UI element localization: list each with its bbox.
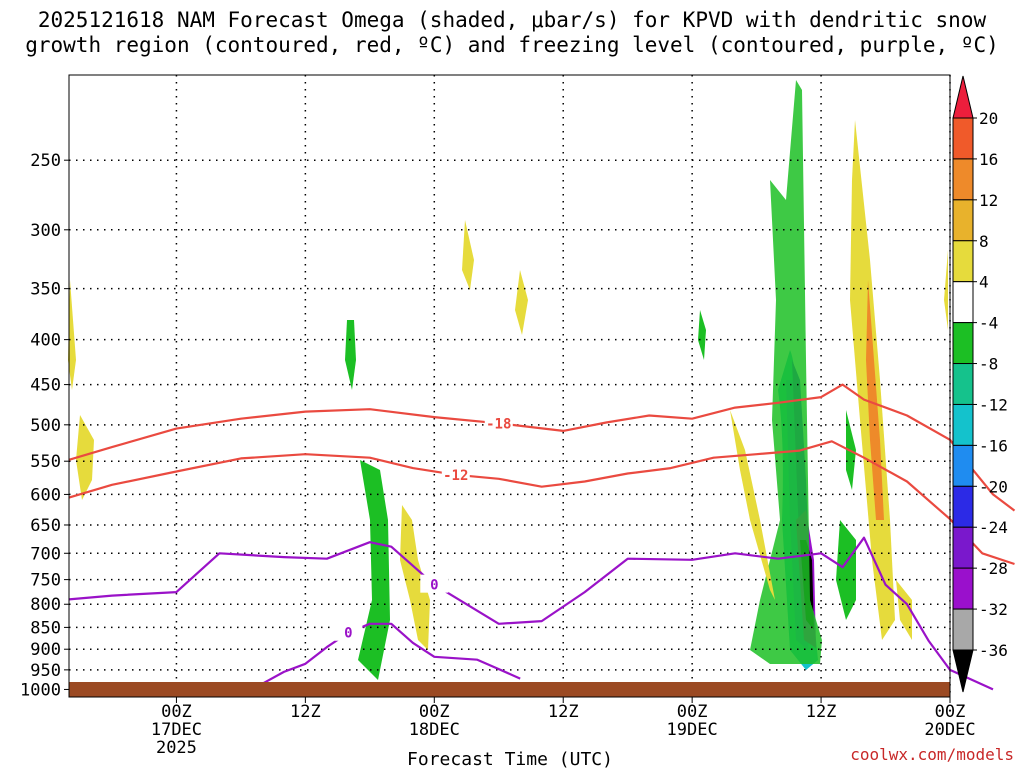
terrain-ground xyxy=(69,682,950,697)
omega-cell-yellow-edge-right xyxy=(944,250,948,330)
y-tick-label-300: 300 xyxy=(30,221,61,241)
colorbar-swatch-6 xyxy=(952,363,974,405)
colorbar-label-8: -16 xyxy=(979,436,1008,455)
y-tick-label-600: 600 xyxy=(30,485,61,505)
colorbar-top-arrow xyxy=(952,75,974,119)
colorbar-label-10: -24 xyxy=(979,518,1008,537)
contour-line-3 xyxy=(261,622,521,685)
omega-cell-yellow-small-2 xyxy=(515,270,528,335)
omega-cell-yellow-small-1 xyxy=(462,220,474,290)
y-tick-label-950: 950 xyxy=(30,661,61,681)
colorbar-swatch-10 xyxy=(952,526,974,569)
y-tick-label-400: 400 xyxy=(30,331,61,351)
colorbar-swatch-1 xyxy=(952,158,974,201)
y-tick-label-350: 350 xyxy=(30,280,61,300)
x-axis-label: Forecast Time (UTC) xyxy=(407,749,613,768)
colorbar-label-9: -20 xyxy=(979,477,1008,496)
x-tick-date-4: 19DEC xyxy=(667,720,718,740)
colorbar-bottom-arrow xyxy=(952,649,974,693)
colorbar-swatch-8 xyxy=(952,444,974,487)
contour-line-0 xyxy=(68,383,1016,512)
x-tick-year-0: 2025 xyxy=(156,738,197,758)
colorbar-swatch-7 xyxy=(952,403,974,446)
colorbar-label-0: 20 xyxy=(979,109,998,128)
colorbar-label-11: -28 xyxy=(979,559,1008,578)
colorbar-label-5: -4 xyxy=(979,314,998,333)
x-tick-label-3: 12Z xyxy=(548,702,579,722)
y-tick-label-900: 900 xyxy=(30,640,61,660)
x-tick-label-5: 12Z xyxy=(806,702,837,722)
y-tick-label-750: 750 xyxy=(30,571,61,591)
y-tick-label-850: 850 xyxy=(30,618,61,638)
chart-title-line2: growth region (contoured, red, ºC) and f… xyxy=(25,33,999,57)
colorbar-swatch-9 xyxy=(952,485,974,528)
chart-title-line1: 2025121618 NAM Forecast Omega (shaded, μ… xyxy=(37,8,987,32)
plot-frame xyxy=(68,74,951,698)
y-tick-label-550: 550 xyxy=(30,452,61,472)
omega-cell-green-mid xyxy=(358,460,390,680)
x-tick-label-1: 12Z xyxy=(290,702,321,722)
contour-label-bg-2 xyxy=(420,574,449,593)
y-tick-label-700: 700 xyxy=(30,544,61,564)
colorbar-swatch-2 xyxy=(952,199,974,242)
colorbar-label-3: 8 xyxy=(979,232,989,251)
colorbar: 20 16 12 8 4 -4 -8 -12 -16 -20 -24 -28 -32 -36 xyxy=(952,75,1008,693)
contour-label-1: -12 xyxy=(443,468,468,484)
colorbar-label-13: -36 xyxy=(979,641,1008,660)
colorbar-label-6: -8 xyxy=(979,355,998,374)
omega-cell-green-column xyxy=(750,80,822,664)
x-tick-label-4: 00Z xyxy=(677,702,708,722)
x-tick-date-2: 18DEC xyxy=(409,720,460,740)
shaded-omega-layer xyxy=(68,80,948,680)
contour-label-2: 0 xyxy=(430,578,438,594)
y-tick-label-500: 500 xyxy=(30,416,61,436)
contour-line-2 xyxy=(68,536,994,691)
omega-cell-yellow-far-left xyxy=(76,415,94,500)
contour-label-3: 0 xyxy=(344,626,352,642)
temperature-contours: -18 -12 0 0 xyxy=(68,383,1016,691)
x-tick-date-6: 20DEC xyxy=(924,720,975,740)
contour-label-bg-0 xyxy=(484,413,513,432)
y-tick-label-250: 250 xyxy=(30,151,61,171)
colorbar-swatch-0 xyxy=(952,117,974,160)
colorbar-label-1: 16 xyxy=(979,150,998,169)
x-tick-date-0: 17DEC xyxy=(151,720,202,740)
y-tick-label-450: 450 xyxy=(30,376,61,396)
contour-line-1 xyxy=(68,440,1015,566)
contour-label-0: -18 xyxy=(486,416,511,432)
y-tick-label-1000: 1000 xyxy=(20,680,61,700)
colorbar-swatch-11 xyxy=(952,567,974,610)
colorbar-label-2: 12 xyxy=(979,191,998,210)
colorbar-swatch-12 xyxy=(952,608,974,651)
x-tick-label-2: 00Z xyxy=(419,702,450,722)
x-tick-label-6: 00Z xyxy=(935,702,966,722)
dotted-gridlines xyxy=(69,75,951,697)
y-tick-label-650: 650 xyxy=(30,516,61,536)
omega-cell-yellow-lower xyxy=(400,505,430,650)
omega-cell-green-small-1 xyxy=(345,320,356,390)
omega-cell-yellow-left-mid xyxy=(730,410,775,600)
colorbar-swatch-5 xyxy=(952,322,974,365)
contour-label-bg-1 xyxy=(441,464,470,483)
colorbar-swatch-3 xyxy=(952,240,974,283)
y-tick-label-800: 800 xyxy=(30,595,61,615)
colorbar-label-4: 4 xyxy=(979,273,989,292)
x-tick-label-0: 00Z xyxy=(161,702,192,722)
watermark: coolwx.com/models xyxy=(850,745,1014,764)
colorbar-swatch-4 xyxy=(952,281,974,324)
axes: 2503003504004505005506006507007508008509… xyxy=(20,151,976,758)
colorbar-label-7: -12 xyxy=(979,395,1008,414)
omega-cell-yellow-edge-left xyxy=(68,280,76,390)
omega-cell-yellow-right-lower xyxy=(896,580,912,640)
omega-cell-green-right-low xyxy=(836,520,856,620)
contour-label-bg-3 xyxy=(334,622,363,641)
omega-cell-orange-right xyxy=(866,280,884,520)
omega-cell-green-small-2 xyxy=(698,310,706,360)
colorbar-label-12: -32 xyxy=(979,600,1008,619)
